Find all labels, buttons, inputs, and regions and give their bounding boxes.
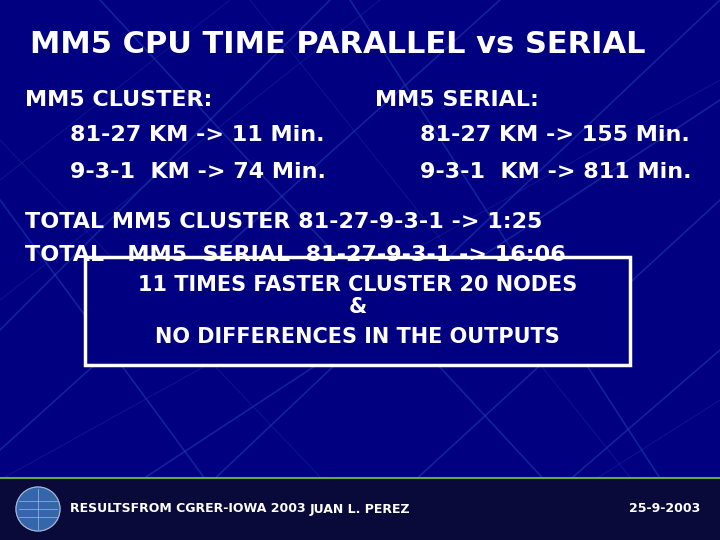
Text: JUAN L. PEREZ: JUAN L. PEREZ — [310, 503, 410, 516]
Text: 9-3-1  KM -> 811 Min.: 9-3-1 KM -> 811 Min. — [420, 162, 691, 182]
Text: 81-27 KM -> 11 Min.: 81-27 KM -> 11 Min. — [70, 125, 325, 145]
Circle shape — [16, 487, 60, 531]
Text: TOTAL   MM5  SERIAL  81-27-9-3-1 -> 16:06: TOTAL MM5 SERIAL 81-27-9-3-1 -> 16:06 — [25, 245, 566, 265]
Text: TOTAL MM5 CLUSTER 81-27-9-3-1 -> 1:25: TOTAL MM5 CLUSTER 81-27-9-3-1 -> 1:25 — [25, 212, 542, 232]
Text: NO DIFFERENCES IN THE OUTPUTS: NO DIFFERENCES IN THE OUTPUTS — [155, 327, 560, 347]
Bar — [0, 478, 720, 540]
Text: 11 TIMES FASTER CLUSTER 20 NODES: 11 TIMES FASTER CLUSTER 20 NODES — [138, 275, 577, 295]
Text: 25-9-2003: 25-9-2003 — [629, 503, 700, 516]
Bar — [85, 257, 630, 365]
Text: 9-3-1  KM -> 74 Min.: 9-3-1 KM -> 74 Min. — [70, 162, 326, 182]
Text: MM5 SERIAL:: MM5 SERIAL: — [375, 90, 539, 110]
Text: MM5 CPU TIME PARALLEL vs SERIAL: MM5 CPU TIME PARALLEL vs SERIAL — [30, 30, 646, 59]
Text: MM5 CLUSTER:: MM5 CLUSTER: — [25, 90, 212, 110]
Text: &: & — [348, 297, 366, 317]
Text: RESULTSFROM CGRER-IOWA 2003: RESULTSFROM CGRER-IOWA 2003 — [70, 503, 305, 516]
Text: 81-27 KM -> 155 Min.: 81-27 KM -> 155 Min. — [420, 125, 690, 145]
